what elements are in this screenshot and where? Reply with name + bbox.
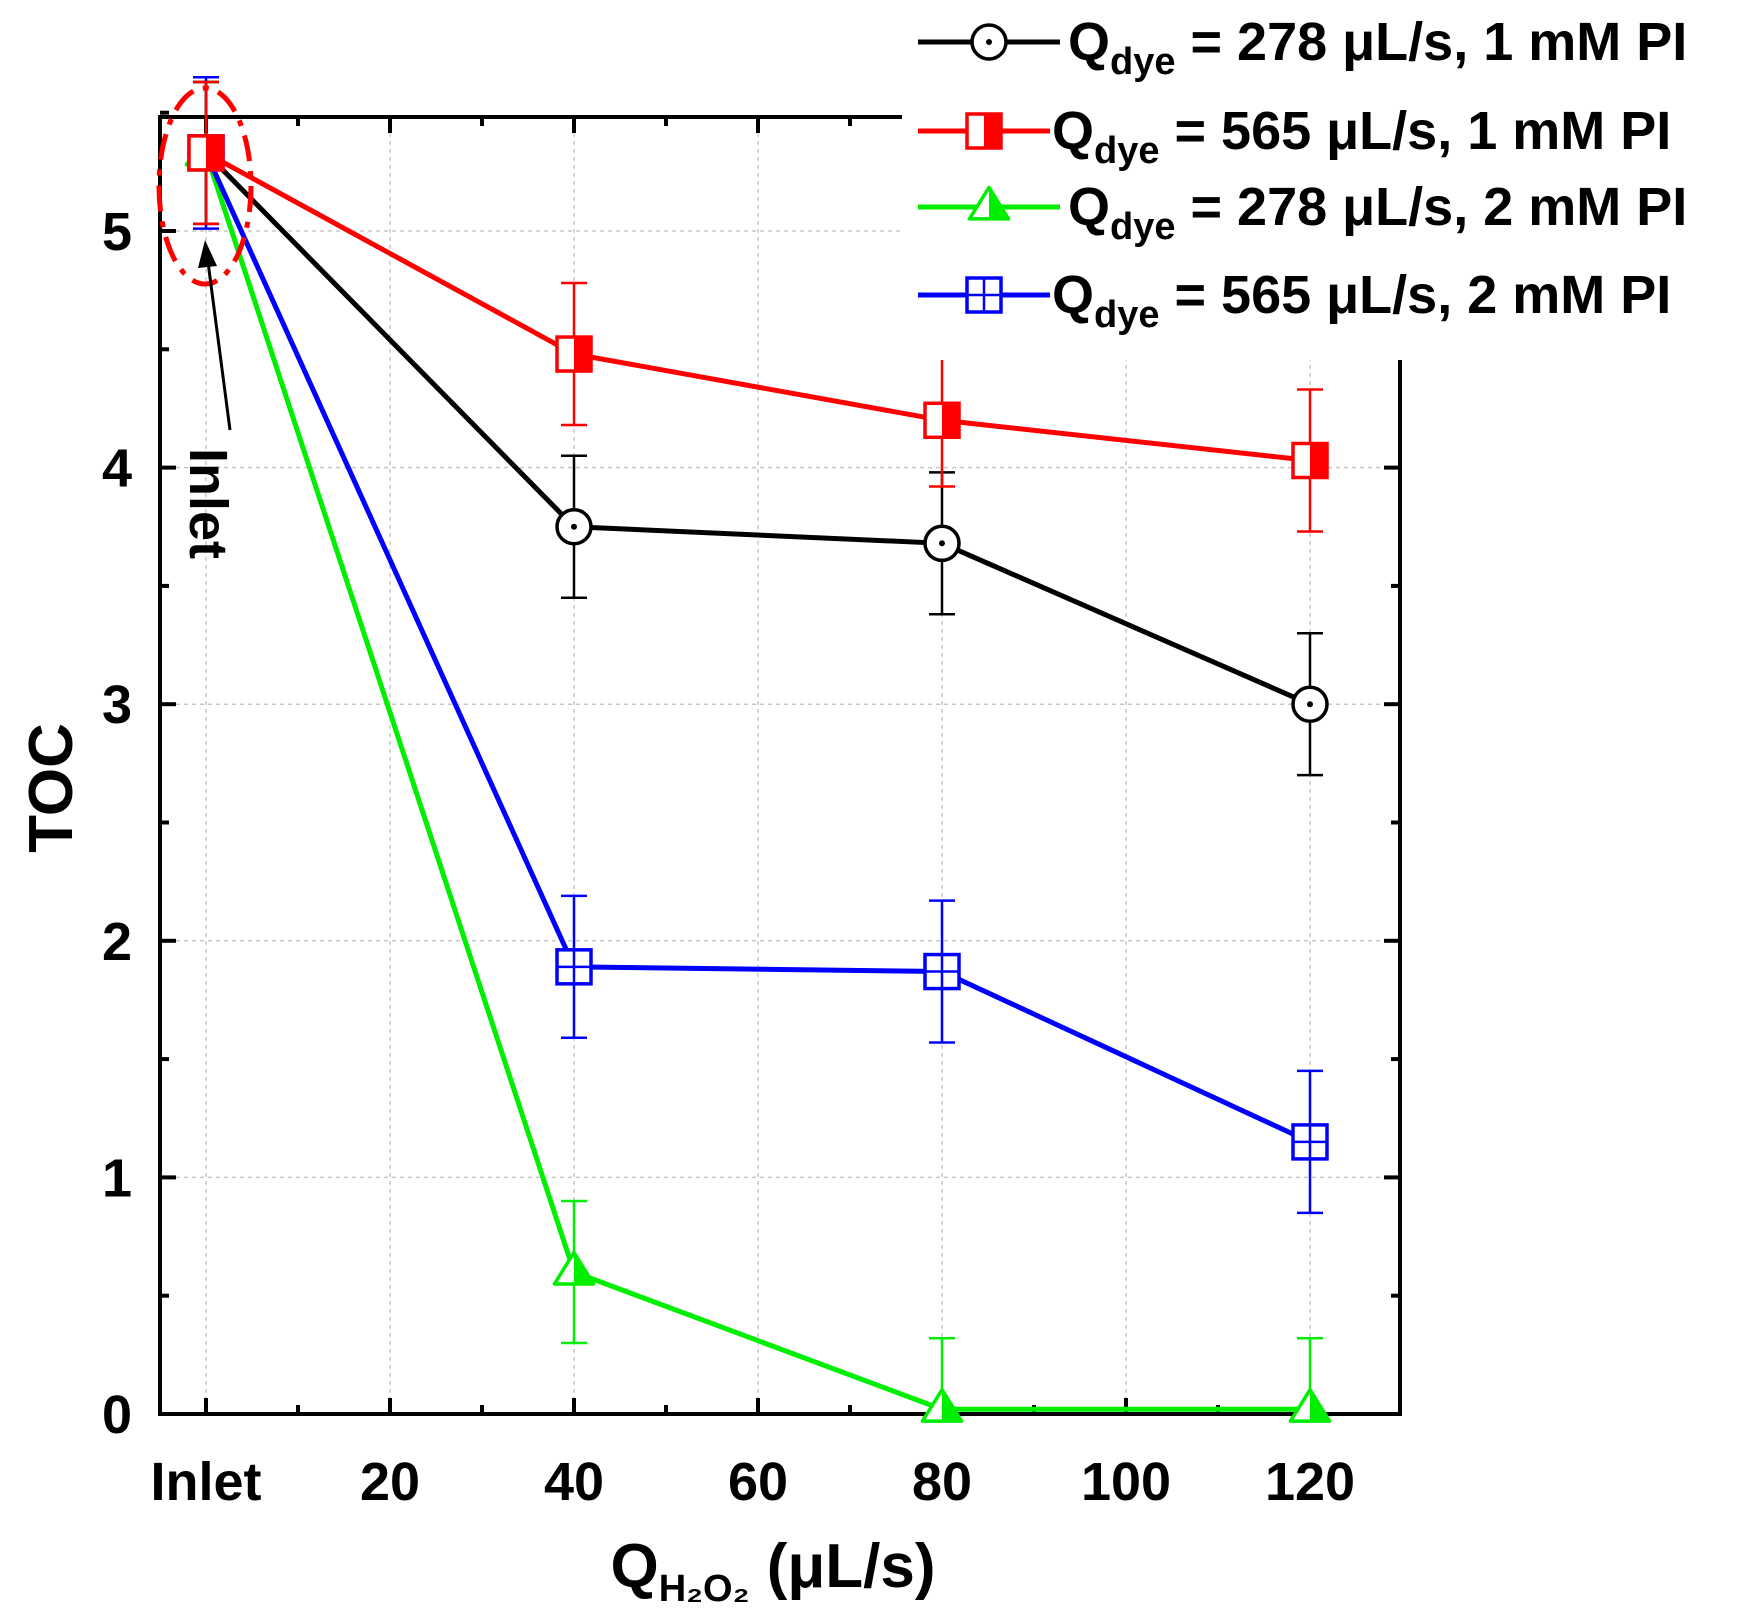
legend-marker-fill: [984, 114, 1001, 148]
legend-marker-fill: [989, 187, 1009, 219]
series-line: [204, 150, 1311, 463]
legend-label-q: Q: [1068, 12, 1110, 72]
series-line: [203, 152, 1310, 1412]
inlet-highlight-ellipse: [156, 85, 254, 287]
inlet-annotation-label: Inlet: [178, 448, 238, 559]
data-point-fill: [942, 1389, 962, 1422]
legend-label-rest: = 278 μL/s, 2 mM PI: [1176, 177, 1688, 237]
legend-label-rest: = 565 μL/s, 2 mM PI: [1160, 265, 1672, 325]
data-point-fill: [1310, 443, 1327, 478]
legend-label-rest: = 565 μL/s, 1 mM PI: [1160, 101, 1672, 161]
x-tick-label: 120: [1265, 1452, 1355, 1512]
legend-marker-dot: [986, 39, 992, 45]
data-point-dot: [571, 523, 577, 530]
x-tick-label: 100: [1081, 1452, 1171, 1512]
legend-label-subscript: dye: [1094, 130, 1159, 172]
data-point-fill: [574, 1252, 594, 1284]
x-tick-label: 80: [912, 1452, 972, 1512]
legend-label-subscript: dye: [1110, 206, 1175, 248]
axis-labels: TOC QH₂O₂ (μL/s): [17, 723, 936, 1610]
legend-label-q: Q: [1052, 265, 1094, 325]
data-point-fill: [574, 337, 591, 372]
legend-label: Qdye = 565 μL/s, 1 mM PI: [1052, 101, 1671, 172]
legend-entry-3: Qdye = 278 μL/s, 2 mM PI: [918, 177, 1687, 248]
data-point-fill: [942, 403, 959, 438]
inlet-arrow-line: [206, 261, 232, 431]
legend-label: Qdye = 278 μL/s, 2 mM PI: [1068, 177, 1687, 248]
x-axis-title-subscript: H₂O₂: [659, 1568, 750, 1610]
legend-label: Qdye = 278 μL/s, 1 mM PI: [1068, 12, 1687, 83]
legend-label-subscript: dye: [1094, 294, 1159, 336]
y-axis-title: TOC: [17, 723, 86, 853]
series-line: [203, 151, 1312, 1145]
series-2: [187, 80, 1329, 533]
data-point-fill: [1310, 1389, 1330, 1422]
series-line: [204, 151, 1312, 707]
legend-label-rest: = 278 μL/s, 1 mM PI: [1176, 12, 1688, 72]
data-series: [184, 75, 1332, 1423]
data-point-fill: [206, 135, 223, 170]
legend-label: Qdye = 565 μL/s, 2 mM PI: [1052, 265, 1671, 336]
x-tick-label: Inlet: [150, 1452, 261, 1512]
y-tick-label: 4: [102, 439, 132, 499]
y-tick-label: 0: [102, 1385, 132, 1445]
legend-label-q: Q: [1068, 177, 1110, 237]
inlet-arrow-head: [198, 240, 217, 268]
plot-frame: [158, 115, 1402, 1416]
x-tick-label: 40: [544, 1452, 604, 1512]
legend-background: [902, 0, 1759, 360]
x-axis-title: QH₂O₂ (μL/s): [610, 1532, 935, 1610]
x-tick-label: 20: [360, 1452, 420, 1512]
legend-label-subscript: dye: [1110, 41, 1175, 83]
y-tick-label: 2: [102, 912, 132, 972]
axis-ticks: Inlet 20 40 60 80 100 120 0 1 2 3 4 5: [102, 110, 1400, 1512]
inlet-annotation: Inlet: [156, 85, 254, 559]
legend-label-q: Q: [1052, 101, 1094, 161]
legend-entry-2: Qdye = 565 μL/s, 1 mM PI: [918, 101, 1671, 172]
data-point-dot: [939, 540, 945, 547]
x-axis-title-unit: (μL/s): [749, 1532, 935, 1601]
legend-entry-1: Qdye = 278 μL/s, 1 mM PI: [918, 12, 1687, 83]
axes-box: [158, 115, 1402, 1416]
y-tick-label: 5: [102, 202, 132, 262]
legend-entry-4: Qdye = 565 μL/s, 2 mM PI: [918, 265, 1671, 336]
x-axis-title-main: Q: [610, 1532, 658, 1601]
data-point-dot: [1307, 701, 1313, 708]
y-tick-label: 1: [102, 1148, 132, 1208]
x-tick-label: 60: [728, 1452, 788, 1512]
y-tick-label: 3: [102, 675, 132, 735]
